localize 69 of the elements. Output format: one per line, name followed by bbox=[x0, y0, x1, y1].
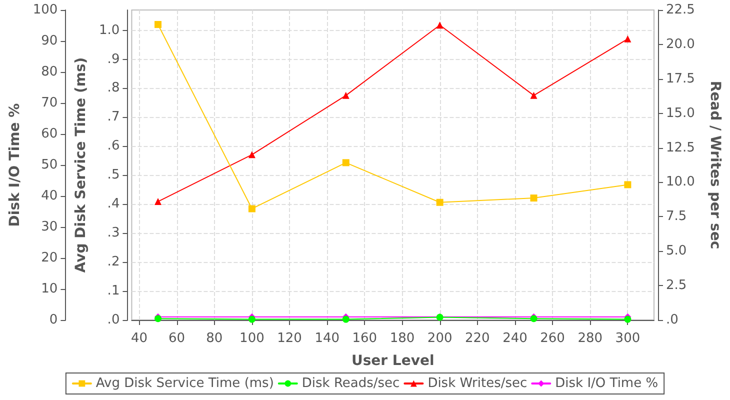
x-tick-label: 180 bbox=[390, 331, 415, 346]
point bbox=[436, 198, 444, 206]
legend-label: Disk Reads/sec bbox=[302, 376, 400, 391]
x-tick-label: 80 bbox=[206, 331, 223, 346]
y3-tick-label: .0 bbox=[666, 312, 678, 328]
x-tick-label: 140 bbox=[314, 331, 340, 346]
x-tick-label: 260 bbox=[540, 331, 565, 346]
y2-tick-label: .2 bbox=[107, 254, 120, 270]
y3-tick-label: 15.0 bbox=[666, 106, 695, 121]
point bbox=[154, 198, 162, 206]
y2-tick-label: .1 bbox=[107, 284, 120, 299]
point bbox=[624, 181, 632, 188]
legend-label: Disk Writes/sec bbox=[428, 376, 528, 391]
x-tick-label: 240 bbox=[502, 331, 528, 346]
y3-tick-label: 2.5 bbox=[666, 278, 687, 294]
legend-label: Avg Disk Service Time (ms) bbox=[96, 376, 274, 391]
y2-axis-title: Avg Disk Service Time (ms) bbox=[73, 57, 90, 273]
point bbox=[530, 92, 538, 99]
point bbox=[342, 92, 350, 99]
y2-tick-label: .9 bbox=[107, 52, 120, 67]
x-tick-label: 160 bbox=[352, 331, 378, 346]
y-axis-title: Disk I/O Time % bbox=[7, 103, 23, 227]
y-tick-label: 70 bbox=[41, 96, 58, 110]
point bbox=[248, 316, 256, 323]
x-axis-title: User Level bbox=[351, 353, 434, 369]
y3-tick-label: 17.5 bbox=[666, 71, 695, 86]
point bbox=[624, 35, 632, 42]
y2-tick-label: .5 bbox=[107, 168, 120, 183]
y-tick-label: 50 bbox=[41, 158, 58, 172]
y2-tick-label: .0 bbox=[107, 312, 120, 328]
y2-tick-label: 1.0 bbox=[99, 22, 120, 38]
y3-tick-label: 10.0 bbox=[666, 174, 695, 190]
y-tick-label: 80 bbox=[41, 64, 58, 80]
point bbox=[342, 316, 350, 323]
x-tick-label: 200 bbox=[427, 331, 452, 346]
x-tick-label: 120 bbox=[277, 331, 302, 346]
y2-tick-label: .4 bbox=[107, 196, 120, 212]
y3-tick-label: 12.5 bbox=[666, 140, 695, 156]
y3-tick-label: 20.0 bbox=[666, 36, 695, 52]
point bbox=[248, 205, 256, 212]
y3-tick-label: 22.5 bbox=[666, 2, 695, 18]
y3-axis-title: Read / Writes per sec bbox=[707, 80, 723, 250]
y2-tick-label: .7 bbox=[107, 110, 120, 125]
y-tick-label: 20 bbox=[41, 250, 58, 266]
y-tick-label: 90 bbox=[41, 34, 58, 48]
point bbox=[154, 20, 162, 28]
y-tick-label: 10 bbox=[41, 282, 58, 296]
y-tick-label: 0 bbox=[49, 312, 58, 328]
point bbox=[530, 194, 538, 202]
y2-tick-label: .3 bbox=[107, 226, 120, 241]
y-tick-label: 100 bbox=[32, 2, 58, 18]
x-tick-label: 280 bbox=[578, 331, 603, 346]
point bbox=[624, 316, 632, 323]
x-tick-label: 60 bbox=[168, 331, 186, 346]
y-tick-label: 40 bbox=[41, 188, 58, 204]
y3-tick-label: 5.0 bbox=[666, 244, 687, 259]
x-tick-label: 300 bbox=[615, 331, 640, 346]
y2-tick-label: .6 bbox=[107, 138, 120, 154]
x-tick-label: 100 bbox=[240, 331, 264, 346]
y3-tick-label: 7.5 bbox=[666, 209, 687, 224]
point bbox=[342, 159, 350, 166]
point bbox=[248, 151, 256, 158]
y-tick-label: 60 bbox=[41, 126, 58, 142]
x-tick-label: 40 bbox=[130, 331, 148, 346]
point bbox=[436, 22, 444, 29]
x-tick-label: 220 bbox=[464, 331, 490, 346]
legend-label: Disk I/O Time % bbox=[555, 376, 658, 391]
y-tick-label: 30 bbox=[41, 220, 58, 234]
y2-tick-label: .8 bbox=[107, 80, 120, 96]
